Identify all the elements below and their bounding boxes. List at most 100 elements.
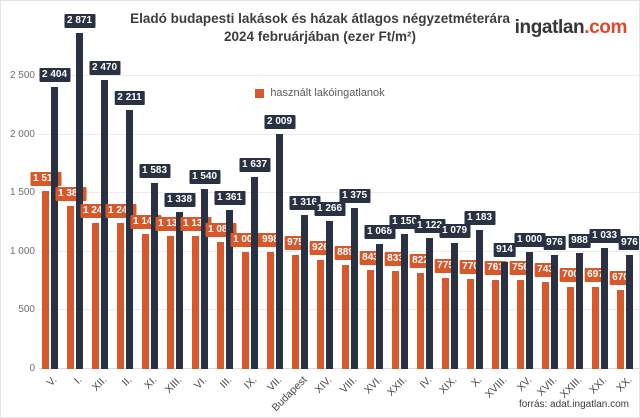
- x-tick-label-III.: III.: [217, 374, 235, 391]
- bar-used-XI.: [142, 234, 149, 369]
- y-tick-label: 2 000: [9, 128, 35, 140]
- bar-all-value-label: 1 266: [313, 201, 346, 216]
- bar-all-VII.: [276, 133, 283, 369]
- chart-title-line2: 2024 februárjában (ezer Ft/m²): [223, 29, 417, 44]
- x-tick-label-IX.: IX.: [241, 374, 260, 392]
- bar-all-value-label: 914: [493, 242, 516, 257]
- x-tick-label-XXIII.: XXIII.: [557, 374, 585, 401]
- bar-all-value-label: 1 540: [188, 169, 221, 184]
- x-tick-label-XXII.: XXII.: [384, 374, 410, 399]
- bar-used-X.: [467, 278, 474, 369]
- bar-all-value-label: 1 637: [238, 158, 271, 173]
- bar-all-value-label: 1 361: [213, 190, 246, 205]
- bar-all-value-label: 1 000: [513, 232, 546, 247]
- bar-all-value-label: 1 122: [413, 218, 446, 233]
- bar-all-value-label: 2 211: [114, 90, 145, 105]
- bar-used-VIII.: [342, 264, 349, 369]
- bar-used-Budapest: [292, 254, 299, 369]
- bar-used-XIV.: [317, 260, 324, 369]
- bar-used-XXIII.: [567, 286, 574, 369]
- bar-used-V.: [42, 191, 49, 369]
- x-tick-label-XIII.: XIII.: [162, 374, 185, 396]
- bar-all-I.: [76, 32, 83, 369]
- bar-used-II.: [117, 223, 124, 369]
- x-tick-label-IV.: IV.: [417, 374, 435, 391]
- ingatlan-logo: ingatlan.com: [514, 17, 628, 39]
- bar-all-value-label: 988: [568, 234, 591, 249]
- logo-text: ingatlan: [514, 17, 585, 38]
- bar-all-XV.: [526, 251, 533, 369]
- bar-all-IV.: [426, 237, 433, 369]
- source-note: forrás: adat.ingatlan.com: [518, 399, 629, 410]
- bar-used-VI.: [192, 236, 199, 369]
- x-tick-label-I.: I.: [71, 374, 85, 387]
- bar-all-value-label: 976: [618, 235, 639, 250]
- legend: használt lakóingatlanok: [1, 87, 639, 99]
- bar-used-XII.: [92, 222, 99, 369]
- y-tick-label: 1 000: [9, 245, 35, 257]
- bar-all-XII.: [101, 79, 108, 369]
- gridline-2500: [39, 75, 639, 76]
- bar-all-III.: [226, 209, 233, 369]
- bar-all-XVII.: [551, 254, 558, 369]
- bar-all-value-label: 1 316: [288, 195, 321, 210]
- bar-all-value-label: 976: [543, 235, 566, 250]
- x-tick-label-II.: II.: [119, 374, 135, 389]
- x-tick-label-XI.: XI.: [141, 374, 160, 392]
- bar-used-XVII.: [542, 281, 549, 369]
- bar-all-value-label: 2 871: [63, 13, 96, 28]
- x-tick-label-VII.: VII.: [264, 374, 285, 394]
- bar-all-X.: [476, 230, 483, 369]
- x-tick-label-XX.: XX.: [614, 374, 635, 395]
- bar-all-V.: [51, 87, 58, 369]
- bar-used-XX.: [617, 290, 624, 369]
- bar-all-value-label: 2 404: [38, 68, 71, 83]
- bar-used-XIX.: [442, 278, 449, 369]
- chart-title: Eladó budapesti lakások és házak átlagos…: [1, 10, 639, 46]
- bar-all-XIV.: [326, 220, 333, 369]
- bar-used-I.: [67, 206, 74, 369]
- bar-all-value-label: 1 375: [338, 188, 371, 203]
- logo-suffix: .com: [584, 17, 627, 38]
- bar-used-XVI.: [367, 270, 374, 369]
- bar-used-XVIII.: [492, 279, 499, 369]
- bar-all-Budapest: [301, 214, 308, 369]
- bar-used-XV.: [517, 280, 524, 369]
- bar-all-VI.: [201, 188, 208, 369]
- bar-used-XXI.: [592, 287, 599, 369]
- bar-all-value-label: 2 009: [263, 114, 296, 129]
- x-tick-label-XIV.: XIV.: [312, 374, 335, 396]
- bar-all-II.: [126, 109, 133, 369]
- bar-all-IX.: [251, 177, 258, 369]
- bar-all-value-label: 1 183: [463, 211, 496, 226]
- bar-all-value-label: 1 079: [438, 223, 471, 238]
- x-tick-label-XV.: XV.: [514, 374, 535, 394]
- bar-all-value-label: 2 470: [88, 60, 121, 75]
- y-tick-label: 500: [18, 304, 35, 316]
- gridline-0: [39, 368, 639, 369]
- gridline-2000: [39, 133, 639, 135]
- gridline-500: [39, 309, 639, 311]
- x-tick-label-VI.: VI.: [191, 374, 210, 392]
- bar-all-XXIII.: [576, 253, 583, 369]
- x-tick-label-XVII.: XVII.: [534, 374, 560, 399]
- bar-used-IX.: [242, 251, 249, 369]
- plot-area: 1 518 2 404 1 387 2 871 1 246 2 470 1 242 2 211…: [29, 11, 639, 369]
- bar-used-XXII.: [392, 271, 399, 369]
- x-tick-label-XXI.: XXI.: [586, 374, 610, 397]
- bar-all-value-label: 1 583: [138, 164, 171, 179]
- bar-all-value-label: 1 033: [588, 228, 621, 243]
- bar-all-value-label: 1 150: [388, 215, 421, 230]
- bar-all-XVIII.: [501, 261, 508, 369]
- x-tick-label-XVI.: XVI.: [361, 374, 385, 397]
- legend-swatch-used-icon: [255, 88, 265, 98]
- bar-all-XVI.: [376, 243, 383, 369]
- bar-all-value-label: 1 338: [163, 193, 196, 208]
- legend-label-used: használt lakóingatlanok: [270, 87, 385, 99]
- chart-title-line1: Eladó budapesti lakások és házak átlagos…: [130, 11, 510, 26]
- x-tick-label-VIII.: VIII.: [337, 374, 360, 396]
- y-tick-label: 2 500: [9, 70, 35, 81]
- bar-all-XXII.: [401, 234, 408, 369]
- bar-used-VII.: [267, 252, 274, 369]
